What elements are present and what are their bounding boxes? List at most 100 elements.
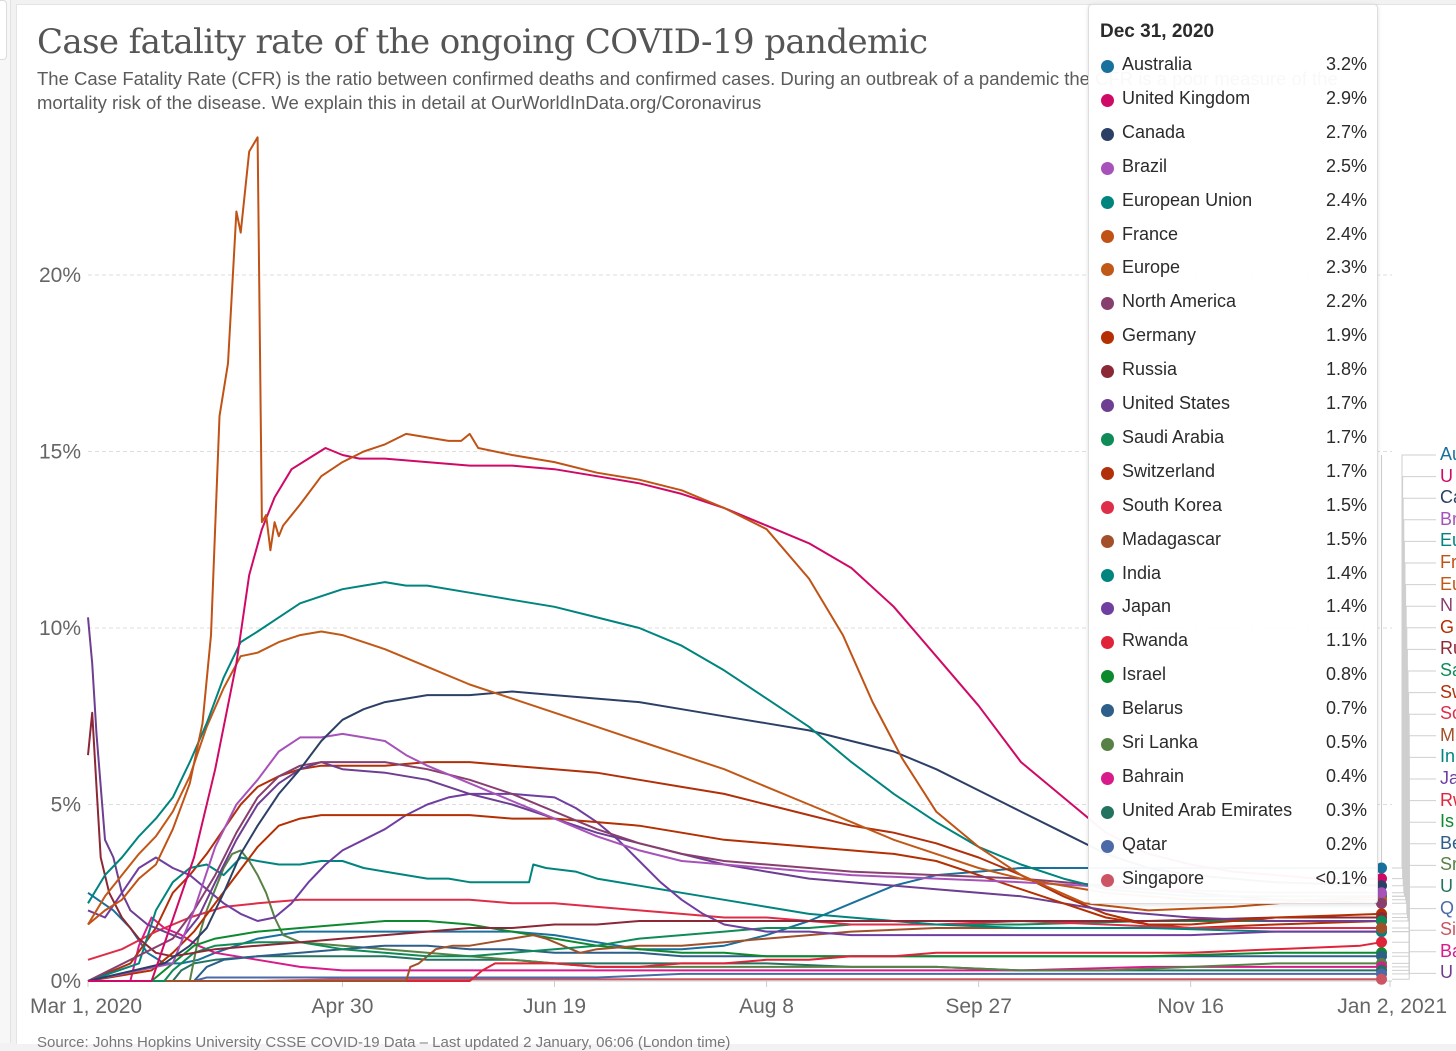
end-label[interactable]: Rw bbox=[1440, 789, 1456, 810]
series-color-dot-icon bbox=[1101, 534, 1114, 548]
series-line-sri-lanka bbox=[88, 849, 1382, 982]
label-connector bbox=[1392, 605, 1436, 904]
panel-tab bbox=[0, 0, 7, 60]
end-label[interactable]: N bbox=[1440, 595, 1453, 616]
series-line-qatar bbox=[88, 972, 1382, 982]
end-label[interactable]: Be bbox=[1440, 832, 1456, 853]
tooltip-series-name: European Union bbox=[1122, 189, 1253, 210]
end-label[interactable]: In bbox=[1440, 746, 1456, 767]
tooltip-series-name: Bahrain bbox=[1122, 765, 1185, 786]
tooltip-series-value: 0.4% bbox=[1325, 765, 1367, 786]
x-tick-label: Sep 27 bbox=[945, 995, 1012, 1018]
label-connector bbox=[1392, 562, 1436, 897]
tooltip-series-value: <0.1% bbox=[1315, 867, 1367, 888]
series-line-madagascar bbox=[88, 927, 1382, 982]
tooltip-series-name: Israel bbox=[1122, 664, 1167, 685]
tooltip-row: Brazil 2.5% bbox=[1089, 154, 1377, 184]
end-label[interactable]: Ba bbox=[1440, 940, 1456, 961]
end-label[interactable]: Sr bbox=[1440, 854, 1456, 875]
label-connector bbox=[1392, 476, 1436, 880]
end-label[interactable]: So bbox=[1440, 703, 1456, 724]
tooltip-series-name: Japan bbox=[1122, 596, 1172, 617]
tooltip-series-name: Belarus bbox=[1122, 698, 1184, 719]
end-dot-singapore bbox=[1376, 973, 1388, 985]
series-line-france bbox=[87, 136, 1382, 926]
tooltip-series-name: United Arab Emirates bbox=[1122, 799, 1293, 820]
tooltip-row: European Union 2.4% bbox=[1089, 188, 1377, 218]
y-tick-label: 0% bbox=[51, 970, 81, 993]
end-label[interactable]: U bbox=[1440, 962, 1453, 983]
tooltip-row: Belarus 0.7% bbox=[1089, 696, 1377, 726]
tooltip-series-name: India bbox=[1122, 562, 1162, 583]
series-line-europe bbox=[87, 630, 1382, 926]
end-label[interactable]: Si bbox=[1440, 919, 1456, 940]
tooltip-series-name: Switzerland bbox=[1122, 460, 1216, 481]
series-line-united-states bbox=[87, 617, 1382, 940]
tooltip-series-name: South Korea bbox=[1122, 494, 1223, 515]
end-label[interactable]: Sa bbox=[1440, 660, 1456, 680]
tooltip-series-value: 0.7% bbox=[1325, 698, 1367, 719]
tooltip-row: South Korea 1.5% bbox=[1089, 493, 1377, 523]
series-color-dot-icon bbox=[1101, 127, 1114, 141]
series-line-brazil bbox=[87, 732, 1382, 982]
tooltip-row: Germany 1.9% bbox=[1089, 323, 1377, 353]
end-label[interactable]: Q bbox=[1440, 897, 1455, 918]
tooltip-row: Madagascar 1.5% bbox=[1089, 527, 1377, 557]
x-tick-label: Nov 16 bbox=[1157, 995, 1224, 1018]
label-connector bbox=[1392, 735, 1436, 929]
end-label[interactable]: Eu bbox=[1440, 530, 1456, 551]
series-color-dot-icon bbox=[1101, 568, 1114, 582]
tooltip-series-name: Canada bbox=[1122, 121, 1186, 142]
tooltip-row: Qatar 0.2% bbox=[1089, 832, 1377, 862]
series-line-germany bbox=[87, 814, 1382, 982]
end-label[interactable]: Ru bbox=[1440, 638, 1456, 659]
tooltip-series-value: 2.4% bbox=[1325, 189, 1367, 210]
tooltip-series-value: 2.3% bbox=[1325, 257, 1367, 278]
series-line-south-korea bbox=[87, 898, 1382, 961]
end-label[interactable]: U bbox=[1440, 465, 1453, 486]
series-color-dot-icon bbox=[1101, 805, 1114, 819]
y-tick-label: 20% bbox=[39, 264, 81, 287]
end-label[interactable]: Br bbox=[1440, 508, 1456, 529]
tooltip-series-value: 3.2% bbox=[1325, 54, 1367, 74]
tooltip-series-name: Rwanda bbox=[1122, 630, 1189, 651]
label-connector bbox=[1392, 584, 1436, 901]
end-label[interactable]: U bbox=[1440, 876, 1453, 896]
tooltip-series-value: 1.4% bbox=[1325, 596, 1367, 617]
end-label[interactable]: Sw bbox=[1440, 681, 1456, 702]
label-connector bbox=[1392, 648, 1436, 918]
chart-title: Case fatality rate of the ongoing COVID-… bbox=[37, 22, 928, 62]
end-label[interactable]: Fr bbox=[1440, 552, 1456, 572]
end-label[interactable]: G bbox=[1440, 616, 1455, 637]
tooltip-row: Europe 2.3% bbox=[1089, 255, 1377, 285]
series-line-united-kingdom bbox=[88, 447, 1382, 982]
end-dot-madagascar bbox=[1376, 922, 1388, 934]
tooltip-series-value: 2.2% bbox=[1325, 291, 1367, 312]
series-color-dot-icon bbox=[1101, 771, 1114, 785]
end-label[interactable]: Is bbox=[1440, 811, 1455, 832]
tooltip-series-name: Germany bbox=[1122, 325, 1197, 346]
tooltip-series-value: 1.5% bbox=[1325, 528, 1367, 549]
y-tick-label: 15% bbox=[39, 441, 81, 464]
tooltip-row: United States 1.7% bbox=[1089, 391, 1377, 421]
end-label[interactable]: Eu bbox=[1440, 573, 1456, 594]
tooltip-row: Switzerland 1.7% bbox=[1089, 459, 1377, 489]
series-color-dot-icon bbox=[1101, 738, 1114, 751]
tooltip-series-value: 0.2% bbox=[1325, 833, 1367, 854]
tooltip-series-value: 1.7% bbox=[1325, 460, 1367, 481]
label-connector bbox=[1392, 540, 1436, 897]
tooltip-series-value: 0.5% bbox=[1325, 732, 1367, 752]
end-label[interactable]: Ca bbox=[1440, 487, 1456, 508]
tooltip-series-value: 1.4% bbox=[1325, 562, 1367, 583]
series-color-dot-icon bbox=[1101, 331, 1114, 345]
tooltip-series-name: United States bbox=[1122, 393, 1231, 413]
series-line-bahrain bbox=[88, 916, 1382, 982]
series-color-dot-icon bbox=[1101, 229, 1114, 243]
series-color-dot-icon bbox=[1101, 466, 1114, 480]
tooltip-series-value: 2.4% bbox=[1325, 223, 1367, 244]
tooltip-date: Dec 31, 2020 bbox=[1100, 21, 1215, 42]
end-label[interactable]: Ja bbox=[1440, 768, 1456, 788]
end-label[interactable]: M bbox=[1440, 724, 1455, 745]
end-label[interactable]: Au bbox=[1440, 444, 1456, 464]
